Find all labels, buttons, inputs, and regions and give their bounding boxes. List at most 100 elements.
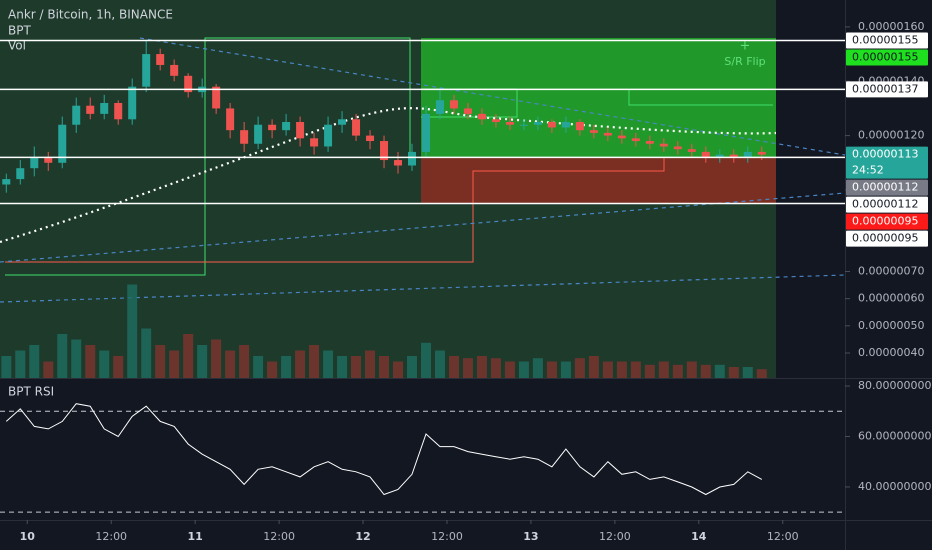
x-tick-label: 12:00 <box>767 530 799 543</box>
x-tick-label: 11 <box>188 530 203 543</box>
candle-body <box>408 151 417 166</box>
volume-bar <box>169 350 180 378</box>
candle-body <box>673 146 682 150</box>
volume-bar <box>420 342 431 378</box>
annotation: S/R Flip <box>724 55 765 68</box>
trend-lines <box>0 37 846 303</box>
candle-body <box>519 124 528 126</box>
candle-body <box>142 54 151 87</box>
candle-body <box>687 149 696 152</box>
price-tag-label: 0.00000113 <box>852 148 918 161</box>
volume-label: Vol <box>8 39 26 53</box>
candle-body <box>575 122 584 131</box>
rsi-line <box>5 403 763 496</box>
volume-bar <box>57 334 68 378</box>
volume-bar <box>1 356 12 378</box>
candle-body <box>463 108 472 114</box>
volume-bar <box>672 364 683 378</box>
volume-bar <box>113 356 124 378</box>
candle-body <box>589 130 598 133</box>
candle-body <box>156 54 165 65</box>
volume-bar <box>476 356 487 378</box>
candle-body <box>561 122 570 128</box>
price-tag <box>846 32 928 49</box>
candle-body <box>449 100 458 109</box>
candle-body <box>757 151 766 155</box>
price-tag-label: 0.00000095 <box>852 232 918 245</box>
candle-body <box>72 105 81 125</box>
volume-bar <box>15 350 26 378</box>
volume-bar <box>490 358 501 378</box>
y-tick-label: 0.00000050 <box>858 319 924 332</box>
candle-body <box>547 122 556 128</box>
y-tick-label: 0.00000160 <box>858 20 924 33</box>
x-tick-label: 13 <box>523 530 538 543</box>
target-zone <box>421 38 776 157</box>
y-tick-label: 80.00000000 <box>858 379 931 392</box>
candle-body <box>603 132 612 136</box>
volume-bar <box>365 350 376 378</box>
candle-body <box>491 119 500 123</box>
annotation-plus: + <box>740 39 751 54</box>
candle-body <box>617 135 626 139</box>
volume-bar <box>518 361 529 378</box>
volume-bar <box>99 350 110 378</box>
candle-body <box>366 135 375 142</box>
candle-body <box>240 130 249 144</box>
stop-zone <box>421 157 776 203</box>
candle-body <box>505 122 514 125</box>
volume-bar <box>462 358 473 378</box>
candle-body <box>338 119 347 125</box>
volume-bar <box>225 350 236 378</box>
volume-bar <box>574 358 585 378</box>
volume-bar <box>602 361 613 378</box>
price-tag <box>846 230 928 247</box>
zone-outline <box>628 89 773 106</box>
y-tick-label: 40.00000000 <box>858 480 931 493</box>
volume-bar <box>644 364 655 378</box>
candle-body <box>184 75 193 93</box>
volume-bar <box>197 345 208 378</box>
price-tag-label: 0.00000112 <box>852 198 918 211</box>
price-tag-label: 0.00000155 <box>852 50 918 63</box>
indicator-label: BPT <box>8 24 31 38</box>
candle-body <box>226 108 235 131</box>
candle-body <box>631 138 640 142</box>
candle-body <box>394 160 403 166</box>
volume-bar <box>85 345 96 378</box>
price-tag <box>846 146 928 179</box>
candle-body <box>30 157 39 169</box>
volume-bar <box>588 356 599 378</box>
volume-bar <box>546 361 557 378</box>
candle-body <box>44 157 53 163</box>
candle-body <box>268 124 277 131</box>
candle-body <box>86 105 95 114</box>
candle-body <box>352 119 361 136</box>
candle-body <box>254 124 263 144</box>
chart-title: Ankr / Bitcoin, 1h, BINANCE <box>8 8 173 22</box>
volume-bar <box>141 328 152 378</box>
volume-bar <box>239 345 250 378</box>
moving-average <box>0 107 777 244</box>
volume-bar <box>700 364 711 378</box>
candle-body <box>659 143 668 147</box>
price-tag-label: 0.00000137 <box>852 82 918 95</box>
candle-body <box>128 86 137 120</box>
y-tick-label: 0.00000120 <box>858 129 924 142</box>
volume-bar <box>630 361 641 378</box>
x-tick-label: 10 <box>20 530 36 543</box>
volume-bar <box>351 356 362 378</box>
y-tick-label: 60.00000000 <box>858 430 931 443</box>
candle-body <box>743 151 752 158</box>
rsi-label: BPT RSI <box>8 385 54 399</box>
volume-bar <box>43 361 54 378</box>
candle-body <box>2 179 11 185</box>
volume-bar <box>448 356 459 378</box>
x-tick-label: 12:00 <box>95 530 127 543</box>
volume-bar <box>504 361 515 378</box>
y-tick-label: 0.00000070 <box>858 264 924 277</box>
volume-bar <box>323 350 334 378</box>
candle-body <box>533 122 542 125</box>
price-tag-label: 0.00000155 <box>852 33 918 46</box>
volume-bar <box>686 361 697 378</box>
